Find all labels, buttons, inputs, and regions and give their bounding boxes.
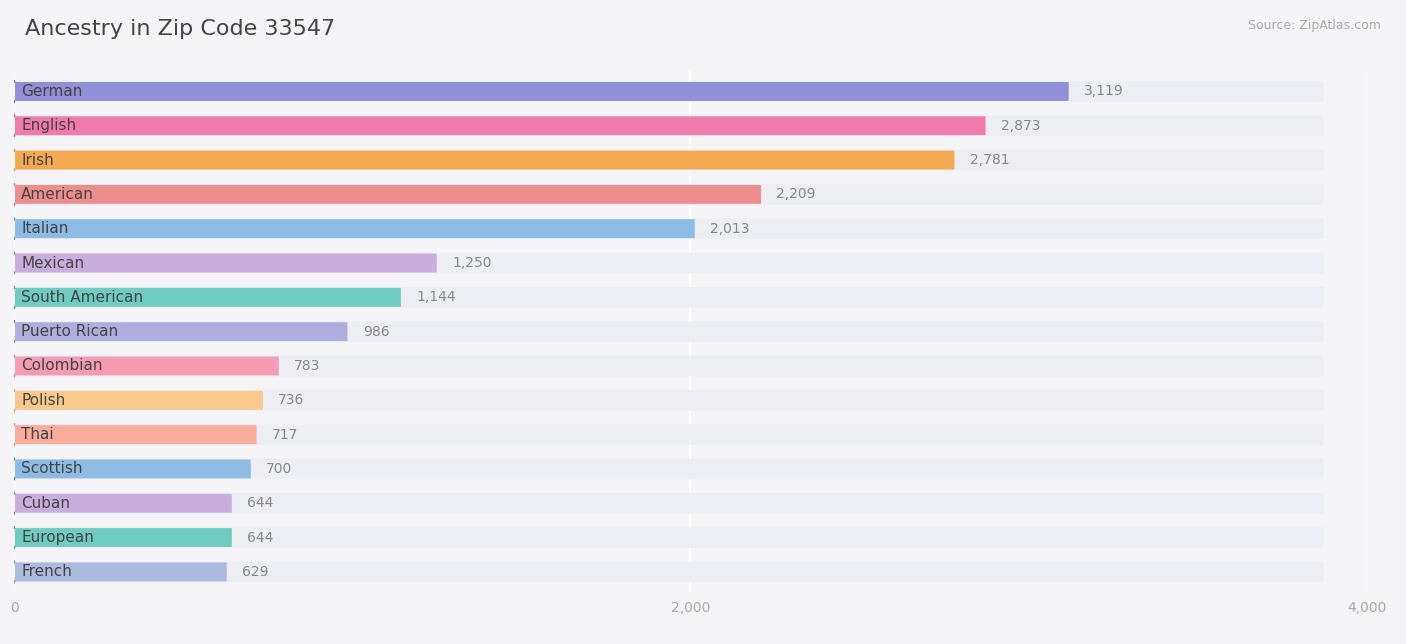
Text: Mexican: Mexican (21, 256, 84, 270)
Text: English: English (21, 118, 76, 133)
FancyBboxPatch shape (14, 288, 401, 307)
Text: Scottish: Scottish (21, 462, 83, 477)
FancyBboxPatch shape (14, 528, 232, 547)
Text: 700: 700 (266, 462, 292, 476)
Text: 3,119: 3,119 (1084, 84, 1123, 99)
FancyBboxPatch shape (14, 218, 1323, 239)
FancyBboxPatch shape (14, 562, 226, 582)
FancyBboxPatch shape (14, 184, 1323, 205)
FancyBboxPatch shape (14, 459, 1323, 479)
FancyBboxPatch shape (14, 115, 1323, 136)
Text: 644: 644 (247, 531, 273, 545)
Text: 2,873: 2,873 (1001, 118, 1040, 133)
FancyBboxPatch shape (14, 390, 1323, 411)
Text: European: European (21, 530, 94, 545)
Text: 644: 644 (247, 497, 273, 510)
FancyBboxPatch shape (14, 321, 1323, 342)
FancyBboxPatch shape (14, 254, 437, 272)
FancyBboxPatch shape (14, 493, 1323, 513)
Text: South American: South American (21, 290, 143, 305)
Text: German: German (21, 84, 83, 99)
FancyBboxPatch shape (14, 287, 1323, 308)
Text: Puerto Rican: Puerto Rican (21, 324, 118, 339)
FancyBboxPatch shape (14, 391, 263, 410)
Text: American: American (21, 187, 94, 202)
FancyBboxPatch shape (14, 150, 1323, 171)
FancyBboxPatch shape (14, 355, 1323, 376)
FancyBboxPatch shape (14, 151, 955, 169)
Text: 1,144: 1,144 (416, 290, 456, 305)
Text: 2,209: 2,209 (776, 187, 815, 202)
Text: 2,013: 2,013 (710, 222, 749, 236)
Text: Ancestry in Zip Code 33547: Ancestry in Zip Code 33547 (25, 19, 336, 39)
Text: 783: 783 (294, 359, 321, 373)
Text: 2,781: 2,781 (970, 153, 1010, 167)
Text: 986: 986 (363, 325, 389, 339)
FancyBboxPatch shape (14, 357, 278, 375)
FancyBboxPatch shape (14, 117, 986, 135)
Text: Irish: Irish (21, 153, 53, 167)
Text: Source: ZipAtlas.com: Source: ZipAtlas.com (1247, 19, 1381, 32)
FancyBboxPatch shape (14, 562, 1323, 582)
FancyBboxPatch shape (14, 424, 1323, 445)
FancyBboxPatch shape (14, 460, 250, 478)
FancyBboxPatch shape (14, 82, 1069, 101)
FancyBboxPatch shape (14, 219, 695, 238)
Text: 1,250: 1,250 (451, 256, 492, 270)
Text: Polish: Polish (21, 393, 65, 408)
FancyBboxPatch shape (14, 494, 232, 513)
Text: 717: 717 (271, 428, 298, 442)
Text: Thai: Thai (21, 427, 53, 442)
FancyBboxPatch shape (14, 527, 1323, 548)
Text: 736: 736 (278, 393, 305, 407)
FancyBboxPatch shape (14, 81, 1323, 102)
FancyBboxPatch shape (14, 252, 1323, 273)
Text: 629: 629 (242, 565, 269, 579)
Text: Colombian: Colombian (21, 359, 103, 374)
FancyBboxPatch shape (14, 425, 256, 444)
Text: Italian: Italian (21, 221, 69, 236)
FancyBboxPatch shape (14, 322, 347, 341)
FancyBboxPatch shape (14, 185, 761, 204)
Text: French: French (21, 564, 72, 580)
Text: Cuban: Cuban (21, 496, 70, 511)
